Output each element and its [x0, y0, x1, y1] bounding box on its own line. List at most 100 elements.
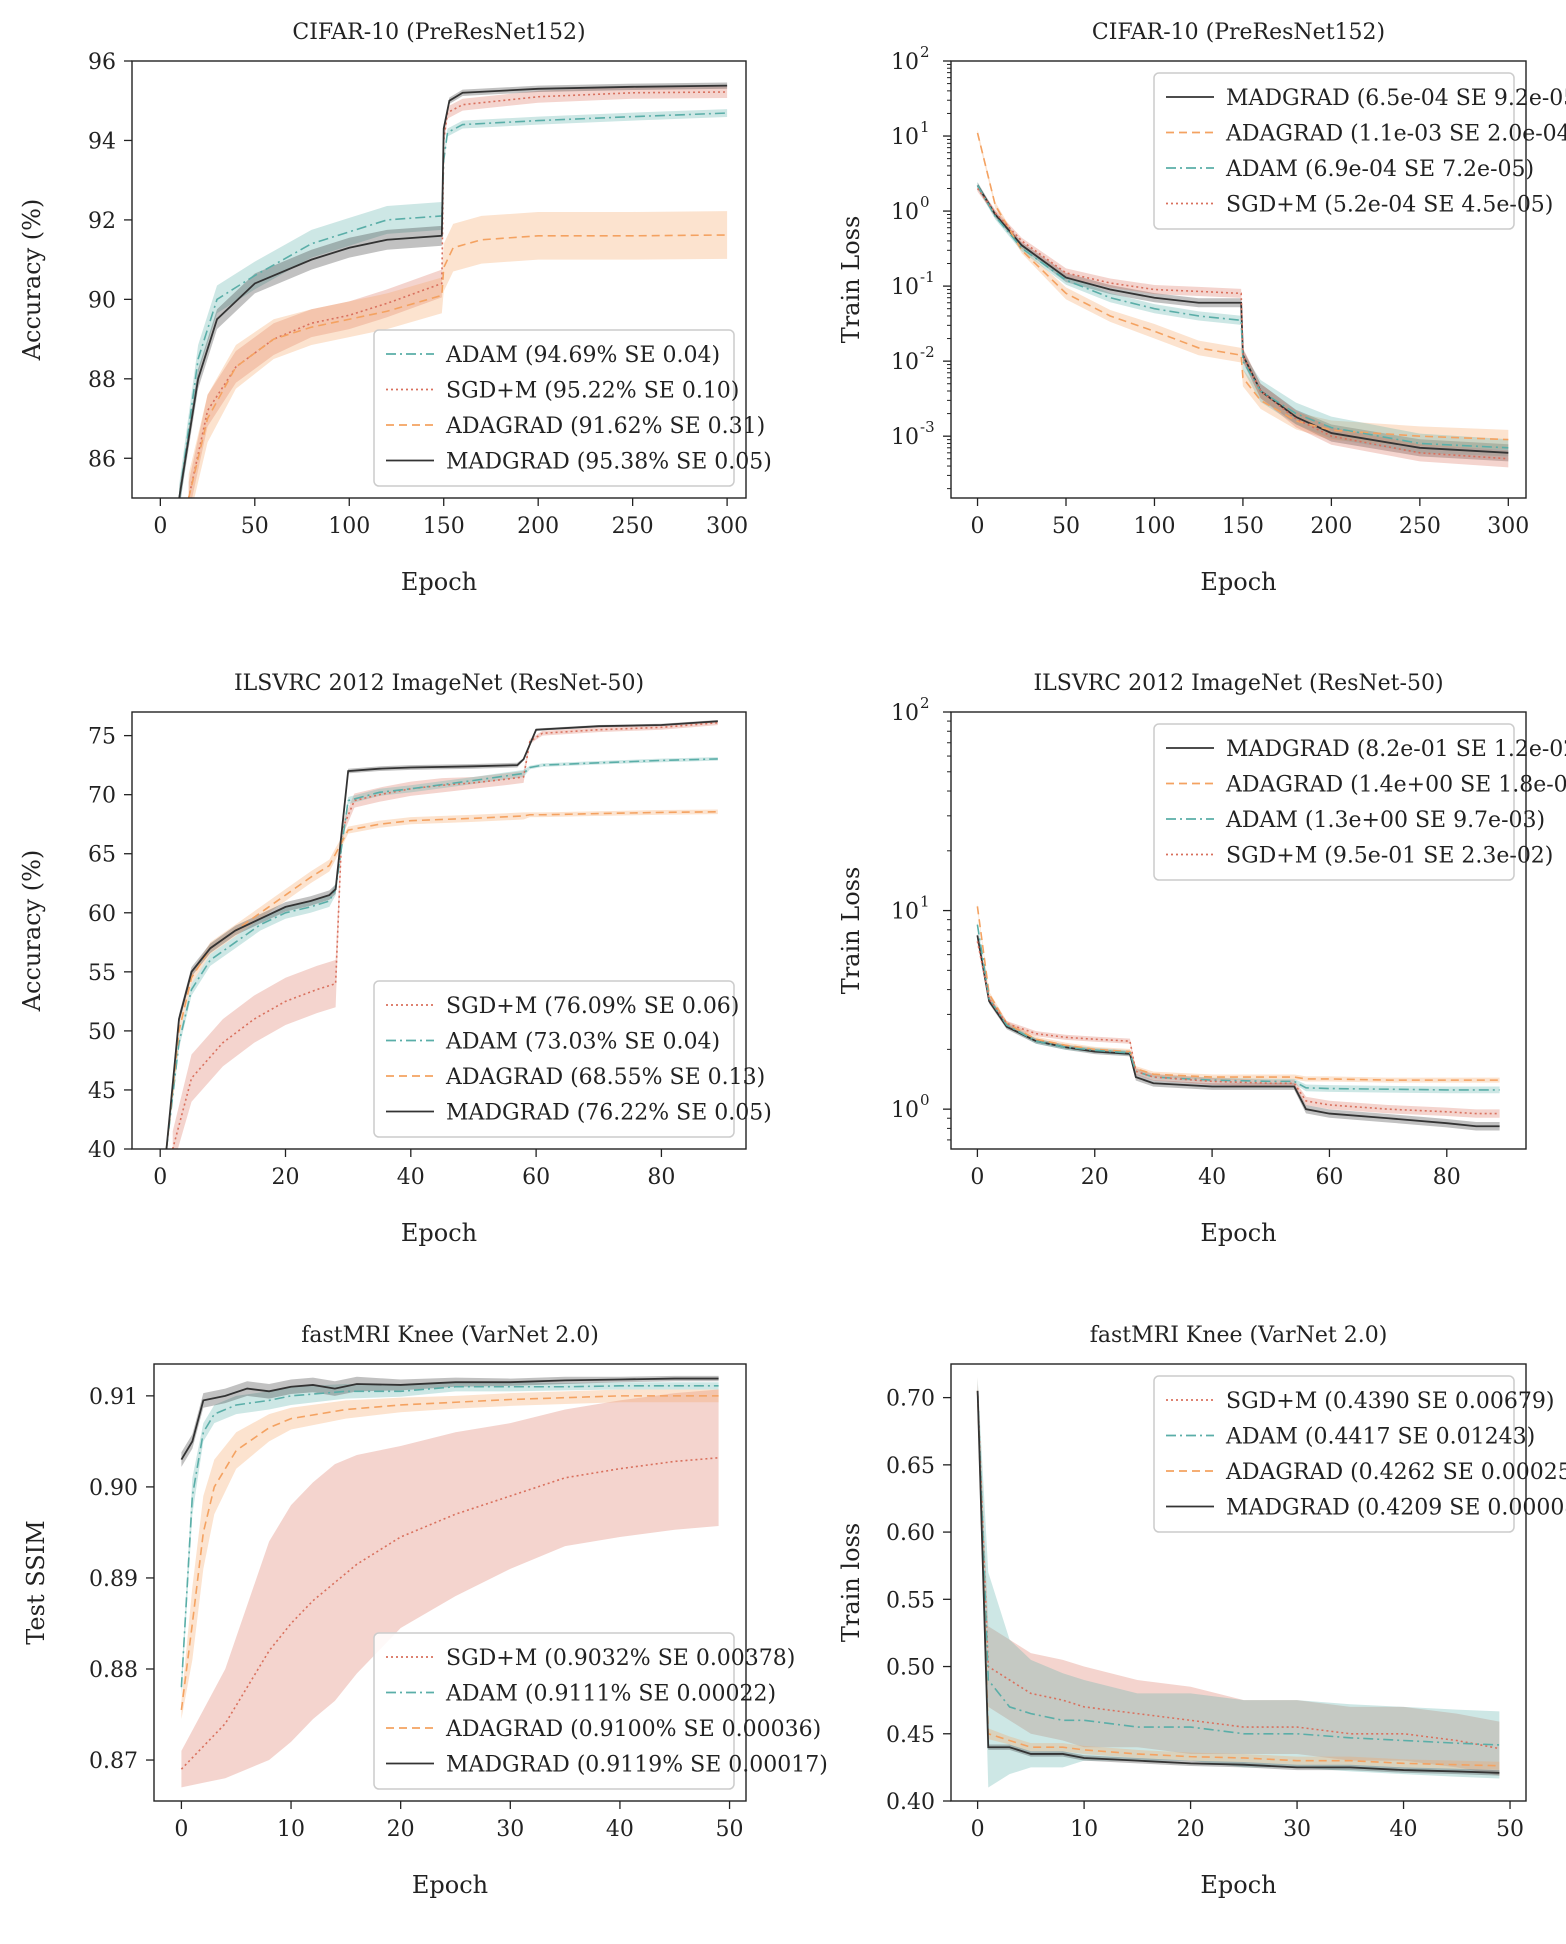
y-tick-label: 0.55: [886, 1588, 935, 1613]
chart-cifar-loss: CIFAR-10 (PreResNet152) Epoch Train Loss 0 5…: [837, 20, 1566, 596]
x-tick-label: 0: [153, 514, 167, 539]
y-tick-label: 10: [891, 125, 919, 150]
legend-entry: SGD+M (0.4390 SE 0.00679): [1226, 1389, 1554, 1414]
x-tick-label: 250: [612, 514, 654, 539]
x-axis-label: Epoch: [1200, 568, 1276, 596]
x-axis-label: Epoch: [401, 1219, 477, 1247]
series-line-adagrad: [180, 1395, 719, 1711]
y-tick-label: 40: [88, 1138, 116, 1163]
y-tick-label: 0.50: [886, 1656, 935, 1681]
legend-entry: SGD+M (76.09% SE 0.06): [446, 994, 739, 1019]
legend-entry: MADGRAD (6.5e-04 SE 9.2e-05): [1226, 86, 1566, 111]
y-tick-label: 90: [88, 288, 116, 313]
plot-frame: [131, 60, 747, 499]
legend-entry: ADAM (1.3e+00 SE 9.7e-03): [1225, 808, 1545, 833]
x-tick-label: 40: [1198, 1165, 1226, 1190]
x-tick-label: 100: [1133, 514, 1175, 539]
legend-entry: SGD+M (95.22% SE 0.10): [446, 379, 739, 404]
legend-entry: ADAM (6.9e-04 SE 7.2e-05): [1225, 157, 1534, 182]
series-line-madgrad: [178, 84, 728, 498]
legend-entry: MADGRAD (0.4209 SE 0.00008): [1226, 1496, 1566, 1521]
x-tick-label: 50: [1496, 1817, 1524, 1842]
band-adagrad: [977, 903, 1500, 1083]
x-tick-label: 0: [174, 1817, 188, 1842]
chart-fastmri-ssim: fastMRI Knee (VarNet 2.0) Epoch Test SSIM 0…: [22, 1323, 828, 1899]
legend-box: [1153, 723, 1515, 881]
y-tick-exponent: 1: [920, 118, 930, 136]
x-tick-label: 150: [423, 514, 465, 539]
series-line-madgrad: [976, 184, 1509, 454]
legend: SGD+M (0.9032% SE 0.00378) ADAM (0.9111% …: [373, 1632, 828, 1790]
x-axis-label: Epoch: [412, 1871, 488, 1899]
plot-frame: [153, 1363, 747, 1802]
y-tick-label: 10: [891, 275, 919, 300]
x-tick-label: 20: [272, 1165, 300, 1190]
x-tick-label: 40: [397, 1165, 425, 1190]
legend-box: [1153, 72, 1515, 230]
legend-entry: ADAGRAD (0.4262 SE 0.00025): [1225, 1460, 1566, 1485]
x-tick-label: 100: [328, 514, 370, 539]
legend-entry: SGD+M (0.9032% SE 0.00378): [446, 1646, 795, 1671]
chart-title: CIFAR-10 (PreResNet152): [292, 20, 585, 45]
x-tick-label: 40: [1390, 1817, 1418, 1842]
y-tick-label: 94: [88, 129, 116, 154]
legend-entry: ADAM (0.9111% SE 0.00022): [445, 1682, 776, 1707]
y-tick-label: 65: [88, 843, 116, 868]
x-tick-label: 50: [716, 1817, 744, 1842]
series-line-madgrad: [976, 1390, 1500, 1774]
x-axis-label: Epoch: [401, 568, 477, 596]
chart-fastmri-loss: fastMRI Knee (VarNet 2.0) Epoch Train loss…: [837, 1323, 1566, 1899]
x-tick-label: 50: [241, 514, 269, 539]
y-tick-exponent: 2: [920, 694, 930, 712]
chart-title: fastMRI Knee (VarNet 2.0): [1090, 1323, 1388, 1348]
band-adam: [977, 922, 1500, 1094]
x-tick-label: 60: [522, 1165, 550, 1190]
x-tick-label: 20: [387, 1817, 415, 1842]
plot-frame: [950, 60, 1527, 499]
chart-cifar-acc: CIFAR-10 (PreResNet152) Epoch Accuracy (%)…: [18, 20, 772, 596]
x-tick-label: 30: [496, 1817, 524, 1842]
series-line-adagrad: [976, 1390, 1500, 1767]
y-axis-label: Train Loss: [837, 867, 865, 995]
series-line-adagrad: [976, 906, 1500, 1081]
x-tick-label: 150: [1222, 514, 1264, 539]
x-tick-label: 10: [1070, 1817, 1098, 1842]
chart-title: fastMRI Knee (VarNet 2.0): [301, 1323, 599, 1348]
chart-title: ILSVRC 2012 ImageNet (ResNet-50): [1033, 671, 1443, 696]
plot-frame: [950, 1363, 1527, 1802]
series-line-adam: [976, 184, 1509, 449]
band-sgdpm: [181, 1389, 719, 1788]
legend-entry: MADGRAD (76.22% SE 0.05): [446, 1101, 772, 1126]
x-axis-label: Epoch: [1200, 1219, 1276, 1247]
legend: SGD+M (0.4390 SE 0.00679) ADAM (0.4417 SE…: [1153, 1375, 1566, 1533]
y-tick-label: 96: [88, 50, 116, 75]
legend-box: [373, 329, 735, 487]
legend-box: [373, 1632, 735, 1790]
legend-entry: SGD+M (5.2e-04 SE 4.5e-05): [1226, 193, 1553, 218]
band-adagrad: [188, 211, 728, 498]
x-tick-label: 0: [970, 1165, 984, 1190]
legend-entry: SGD+M (9.5e-01 SE 2.3e-02): [1226, 844, 1553, 869]
legend: SGD+M (76.09% SE 0.06) ADAM (73.03% SE 0.…: [373, 980, 772, 1138]
y-axis-label: Test SSIM: [22, 1520, 50, 1644]
series-line-madgrad: [180, 1377, 719, 1461]
x-tick-label: 80: [647, 1165, 675, 1190]
y-tick-label: 0.87: [89, 1749, 138, 1774]
y-tick-label: 0.89: [89, 1567, 138, 1592]
y-tick-label: 0.45: [886, 1723, 935, 1748]
y-tick-label: 10: [891, 900, 919, 925]
x-tick-label: 250: [1399, 514, 1441, 539]
y-tick-label: 75: [88, 725, 116, 750]
series-line-sgdpm: [976, 1390, 1500, 1750]
y-tick-label: 0.40: [886, 1790, 935, 1815]
y-tick-label: 10: [891, 1098, 919, 1123]
band-adam: [181, 1382, 719, 1697]
y-axis-label: Train loss: [837, 1523, 865, 1642]
y-tick-label: 0.88: [89, 1658, 138, 1683]
y-tick-label: 70: [88, 784, 116, 809]
legend-entry: MADGRAD (8.2e-01 SE 1.2e-02): [1226, 737, 1566, 762]
y-tick-label: 55: [88, 961, 116, 986]
x-tick-label: 20: [1177, 1817, 1205, 1842]
series-line-adagrad: [976, 132, 1509, 441]
